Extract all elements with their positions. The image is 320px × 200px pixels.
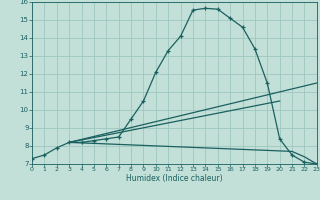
X-axis label: Humidex (Indice chaleur): Humidex (Indice chaleur) xyxy=(126,174,223,183)
